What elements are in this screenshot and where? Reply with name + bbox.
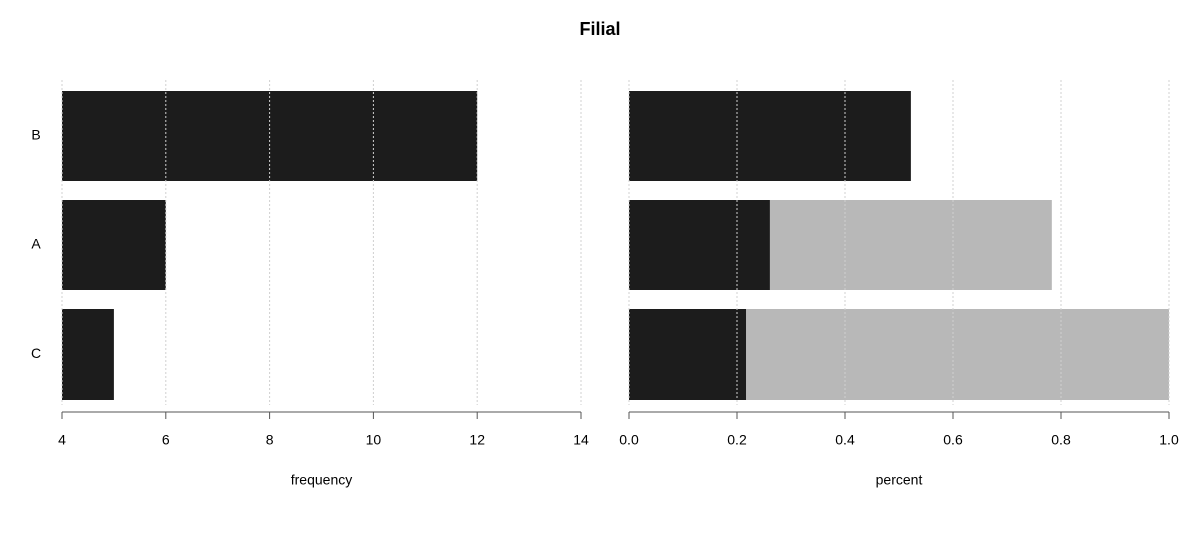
x-tick-label: 0.8 bbox=[1051, 432, 1071, 448]
bar bbox=[62, 200, 166, 290]
chart-title: Filial bbox=[579, 19, 620, 39]
x-tick-label: 12 bbox=[469, 432, 485, 448]
x-tick-label: 0.0 bbox=[619, 432, 639, 448]
x-axis-label: percent bbox=[876, 472, 923, 488]
bar-segment bbox=[746, 309, 1169, 400]
bar-segment bbox=[629, 200, 770, 290]
bar-segment bbox=[629, 91, 911, 181]
x-tick-label: 4 bbox=[58, 432, 66, 448]
x-tick-label: 1.0 bbox=[1159, 432, 1179, 448]
x-tick-label: 8 bbox=[266, 432, 274, 448]
x-tick-label: 6 bbox=[162, 432, 170, 448]
bar-segment bbox=[629, 309, 747, 400]
x-tick-label: 0.2 bbox=[727, 432, 747, 448]
x-tick-label: 10 bbox=[366, 432, 382, 448]
y-tick-label: B bbox=[31, 127, 40, 143]
y-tick-label: C bbox=[31, 345, 41, 361]
bar bbox=[62, 309, 114, 400]
x-tick-label: 0.4 bbox=[835, 432, 855, 448]
x-tick-label: 0.6 bbox=[943, 432, 963, 448]
y-tick-label: A bbox=[31, 236, 41, 252]
x-axis-label: frequency bbox=[291, 472, 352, 488]
x-tick-label: 14 bbox=[573, 432, 589, 448]
bar-segment bbox=[769, 200, 1052, 290]
